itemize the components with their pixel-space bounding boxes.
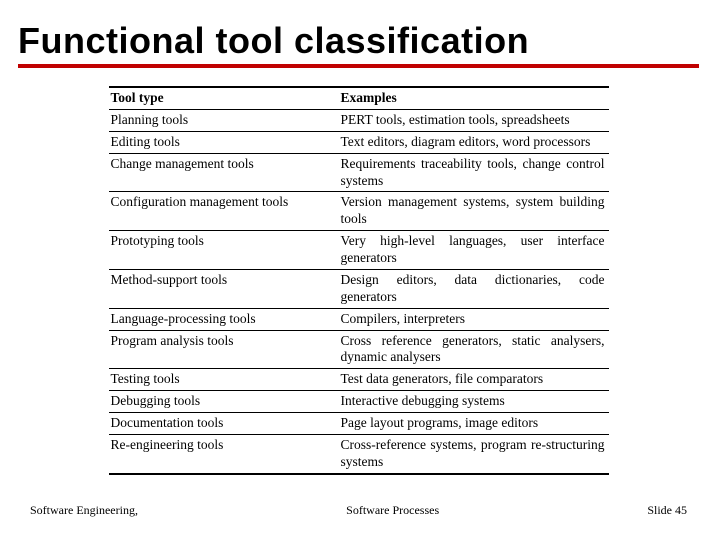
cell-tool-type: Program analysis tools bbox=[109, 330, 339, 369]
footer-center: Software Processes bbox=[346, 503, 439, 518]
cell-examples: Requirements traceability tools, change … bbox=[339, 153, 609, 192]
table-row: Testing toolsTest data generators, file … bbox=[109, 369, 609, 391]
cell-examples: Design editors, data dictionaries, code … bbox=[339, 269, 609, 308]
table-row: Prototyping toolsVery high-level languag… bbox=[109, 231, 609, 270]
cell-examples: Cross reference generators, static analy… bbox=[339, 330, 609, 369]
header-examples: Examples bbox=[339, 87, 609, 109]
cell-examples: Test data generators, file comparators bbox=[339, 369, 609, 391]
cell-tool-type: Configuration management tools bbox=[109, 192, 339, 231]
cell-tool-type: Planning tools bbox=[109, 109, 339, 131]
table-row: Language-processing toolsCompilers, inte… bbox=[109, 308, 609, 330]
classification-table-container: Tool type Examples Planning toolsPERT to… bbox=[109, 86, 609, 475]
table-row: Re-engineering toolsCross-reference syst… bbox=[109, 434, 609, 473]
cell-tool-type: Editing tools bbox=[109, 131, 339, 153]
cell-examples: Cross-reference systems, program re-stru… bbox=[339, 434, 609, 473]
cell-examples: Page layout programs, image editors bbox=[339, 413, 609, 435]
cell-tool-type: Testing tools bbox=[109, 369, 339, 391]
table-row: Method-support toolsDesign editors, data… bbox=[109, 269, 609, 308]
cell-tool-type: Re-engineering tools bbox=[109, 434, 339, 473]
footer-left: Software Engineering, bbox=[30, 503, 138, 518]
table-header-row: Tool type Examples bbox=[109, 87, 609, 109]
table-row: Change management toolsRequirements trac… bbox=[109, 153, 609, 192]
slide-footer: Software Engineering, Software Processes… bbox=[0, 503, 717, 518]
page-title: Functional tool classification bbox=[18, 20, 699, 62]
table-body: Planning toolsPERT tools, estimation too… bbox=[109, 109, 609, 473]
table-row: Planning toolsPERT tools, estimation too… bbox=[109, 109, 609, 131]
table-row: Configuration management toolsVersion ma… bbox=[109, 192, 609, 231]
table-row: Program analysis toolsCross reference ge… bbox=[109, 330, 609, 369]
table-row: Editing toolsText editors, diagram edito… bbox=[109, 131, 609, 153]
cell-tool-type: Change management tools bbox=[109, 153, 339, 192]
cell-examples: Compilers, interpreters bbox=[339, 308, 609, 330]
cell-examples: Interactive debugging systems bbox=[339, 391, 609, 413]
cell-examples: Text editors, diagram editors, word proc… bbox=[339, 131, 609, 153]
table-row: Debugging toolsInteractive debugging sys… bbox=[109, 391, 609, 413]
table-row: Documentation toolsPage layout programs,… bbox=[109, 413, 609, 435]
cell-tool-type: Documentation tools bbox=[109, 413, 339, 435]
cell-examples: Version management systems, system build… bbox=[339, 192, 609, 231]
cell-tool-type: Debugging tools bbox=[109, 391, 339, 413]
slide: Functional tool classification Tool type… bbox=[0, 0, 717, 538]
cell-examples: PERT tools, estimation tools, spreadshee… bbox=[339, 109, 609, 131]
title-underline bbox=[18, 64, 699, 68]
footer-right: Slide 45 bbox=[647, 503, 687, 518]
classification-table: Tool type Examples Planning toolsPERT to… bbox=[109, 86, 609, 475]
title-block: Functional tool classification bbox=[18, 20, 699, 68]
cell-tool-type: Method-support tools bbox=[109, 269, 339, 308]
cell-examples: Very high-level languages, user interfac… bbox=[339, 231, 609, 270]
header-tool-type: Tool type bbox=[109, 87, 339, 109]
cell-tool-type: Language-processing tools bbox=[109, 308, 339, 330]
cell-tool-type: Prototyping tools bbox=[109, 231, 339, 270]
